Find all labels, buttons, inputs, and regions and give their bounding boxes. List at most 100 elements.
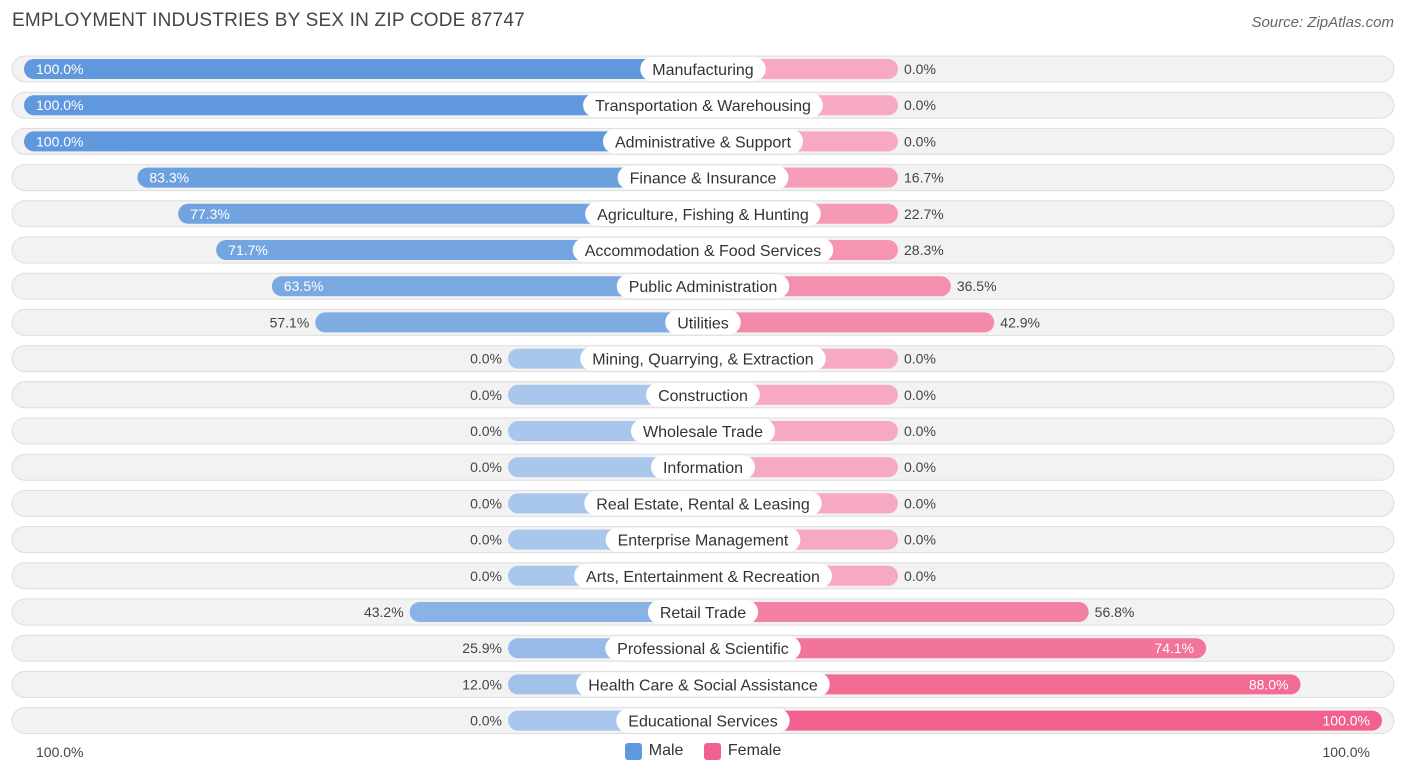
- category-label-pill: [640, 57, 766, 81]
- value-label-male: 25.9%: [462, 640, 502, 656]
- value-label-female: 56.8%: [1095, 604, 1135, 620]
- bar-male: [178, 203, 703, 224]
- legend: Male Female: [0, 742, 1406, 765]
- value-label-female: 100.0%: [1323, 713, 1370, 729]
- bar-female: [703, 312, 995, 333]
- value-label-female: 42.9%: [1000, 314, 1040, 330]
- category-label-pill: [576, 672, 830, 697]
- bar-female: [703, 674, 1301, 695]
- bar-male: [137, 167, 703, 188]
- value-label-female: 0.0%: [904, 387, 936, 403]
- category-label: Administrative & Support: [615, 134, 792, 151]
- bar-male: [409, 602, 703, 622]
- category-label-pill: [630, 419, 776, 443]
- value-label-female: 0.0%: [904, 532, 936, 548]
- value-label-male: 57.1%: [270, 314, 310, 330]
- value-label-female: 22.7%: [904, 206, 944, 222]
- category-label: Accommodation & Food Services: [585, 243, 822, 260]
- value-label-male: 0.0%: [470, 423, 502, 439]
- legend-label-female: Female: [727, 742, 782, 759]
- legend-item-female: Female: [703, 742, 782, 760]
- value-label-female: 0.0%: [904, 351, 936, 367]
- category-label-pill: [616, 708, 790, 733]
- category-label: Wholesale Trade: [643, 424, 763, 441]
- category-label: Utilities: [677, 315, 729, 332]
- value-label-female: 36.5%: [957, 278, 997, 294]
- legend-label-male: Male: [648, 742, 684, 759]
- category-label-pill: [617, 165, 789, 190]
- chart-title: EMPLOYMENT INDUSTRIES BY SEX IN ZIP CODE…: [12, 10, 525, 31]
- value-label-male: 0.0%: [470, 532, 502, 548]
- bar-male: [24, 59, 703, 79]
- category-label: Arts, Entertainment & Recreation: [586, 569, 820, 586]
- category-label: Educational Services: [628, 714, 777, 731]
- category-label: Real Estate, Rental & Leasing: [596, 496, 809, 513]
- value-label-male: 0.0%: [470, 459, 502, 475]
- category-label-pill: [647, 600, 759, 624]
- category-label-pill: [616, 274, 790, 299]
- value-label-male: 0.0%: [470, 568, 502, 584]
- value-label-male: 0.0%: [470, 351, 502, 367]
- bar-female: [703, 710, 1382, 731]
- category-label: Manufacturing: [652, 62, 753, 79]
- bar-male: [24, 131, 703, 152]
- value-label-female: 28.3%: [904, 242, 944, 258]
- category-label: Agriculture, Fishing & Hunting: [597, 207, 809, 224]
- category-label-pill: [584, 491, 822, 516]
- value-label-female: 0.0%: [904, 61, 936, 77]
- value-label-female: 0.0%: [904, 97, 936, 113]
- category-label-pill: [665, 310, 741, 335]
- value-label-female: 0.0%: [904, 133, 936, 149]
- legend-swatch-male: [624, 742, 642, 760]
- value-label-male: 0.0%: [470, 387, 502, 403]
- category-label: Finance & Insurance: [630, 171, 777, 188]
- value-label-male: 100.0%: [36, 61, 83, 77]
- value-label-female: 88.0%: [1249, 676, 1289, 692]
- category-label-pill: [572, 238, 834, 262]
- category-label-pill: [646, 382, 760, 407]
- category-label-pill: [602, 129, 804, 154]
- value-label-male: 71.7%: [228, 242, 268, 258]
- source-credit: Source: ZipAtlas.com: [1251, 14, 1394, 31]
- bar-male: [271, 276, 703, 297]
- axis-left-label: 100.0%: [36, 744, 84, 760]
- value-label-female: 0.0%: [904, 423, 936, 439]
- category-label-pill: [605, 636, 801, 661]
- bar-female: [703, 602, 1089, 622]
- category-label: Construction: [658, 388, 748, 405]
- category-label-pill: [583, 93, 823, 118]
- value-label-female: 16.7%: [904, 170, 944, 186]
- category-label: Transportation & Warehousing: [595, 98, 811, 115]
- bar-female: [703, 638, 1207, 659]
- category-label-pill: [580, 346, 826, 371]
- legend-item-male: Male: [624, 742, 684, 760]
- category-label-pill: [650, 455, 756, 480]
- category-label-pill: [585, 201, 821, 226]
- value-label-female: 0.0%: [904, 459, 936, 475]
- value-label-male: 12.0%: [462, 676, 502, 692]
- legend-swatch-female: [703, 742, 721, 760]
- bar-male: [315, 312, 703, 333]
- category-label: Public Administration: [629, 279, 778, 296]
- category-label: Professional & Scientific: [617, 641, 789, 658]
- category-label: Mining, Quarrying, & Extraction: [592, 352, 813, 369]
- value-label-male: 0.0%: [470, 713, 502, 729]
- value-label-female: 0.0%: [904, 495, 936, 511]
- category-label: Health Care & Social Assistance: [588, 677, 818, 694]
- category-label-pill: [574, 563, 832, 588]
- bar-male: [24, 95, 703, 116]
- value-label-male: 100.0%: [36, 97, 83, 113]
- value-label-male: 77.3%: [190, 206, 230, 222]
- value-label-male: 43.2%: [364, 604, 404, 620]
- value-label-male: 0.0%: [470, 495, 502, 511]
- category-label: Enterprise Management: [618, 533, 789, 550]
- value-label-female: 0.0%: [904, 568, 936, 584]
- axis-right-label: 100.0%: [1322, 744, 1370, 760]
- category-label: Information: [663, 460, 743, 477]
- value-label-male: 63.5%: [284, 278, 324, 294]
- category-label: Retail Trade: [660, 605, 746, 622]
- value-label-female: 74.1%: [1154, 640, 1194, 656]
- category-label-pill: [605, 527, 801, 552]
- value-label-male: 83.3%: [149, 170, 189, 186]
